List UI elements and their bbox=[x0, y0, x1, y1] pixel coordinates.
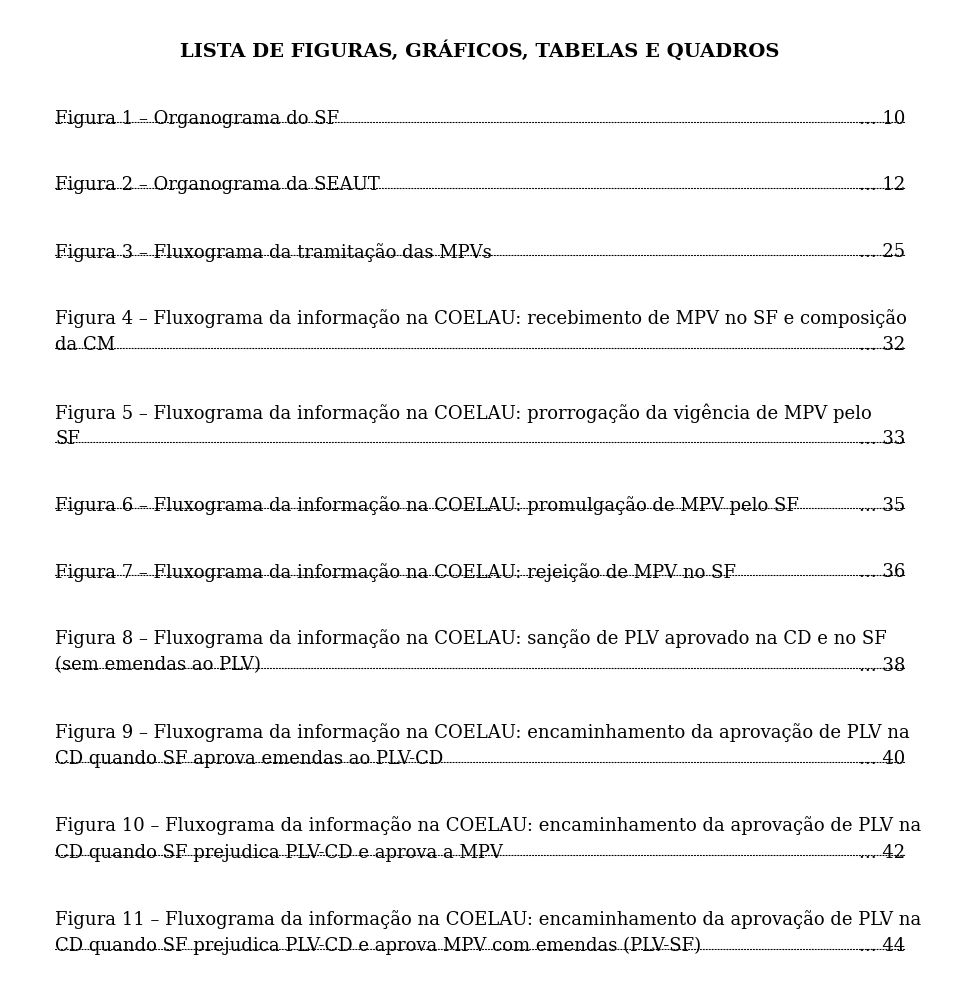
Text: Figura 11 – Fluxograma da informação na COELAU: encaminhamento da aprovação de P: Figura 11 – Fluxograma da informação na … bbox=[55, 910, 922, 929]
Text: ... 40: ... 40 bbox=[859, 750, 905, 768]
Text: ... 32: ... 32 bbox=[859, 337, 905, 355]
Text: Figura 8 – Fluxograma da informação na COELAU: sanção de PLV aprovado na CD e no: Figura 8 – Fluxograma da informação na C… bbox=[55, 629, 887, 648]
Text: ... 36: ... 36 bbox=[858, 563, 905, 581]
Text: CD quando SF prejudica PLV-CD e aprova a MPV: CD quando SF prejudica PLV-CD e aprova a… bbox=[55, 843, 503, 861]
Text: Figura 10 – Fluxograma da informação na COELAU: encaminhamento da aprovação de P: Figura 10 – Fluxograma da informação na … bbox=[55, 817, 922, 835]
Text: ... 10: ... 10 bbox=[858, 110, 905, 128]
Text: ... 12: ... 12 bbox=[859, 176, 905, 194]
Text: CD quando SF aprova emendas ao PLV-CD: CD quando SF aprova emendas ao PLV-CD bbox=[55, 750, 444, 768]
Text: Figura 1 – Organograma do SF: Figura 1 – Organograma do SF bbox=[55, 110, 339, 128]
Text: LISTA DE FIGURAS, GRÁFICOS, TABELAS E QUADROS: LISTA DE FIGURAS, GRÁFICOS, TABELAS E QU… bbox=[180, 40, 780, 60]
Text: ... 25: ... 25 bbox=[859, 243, 905, 261]
Text: Figura 4 – Fluxograma da informação na COELAU: recebimento de MPV no SF e compos: Figura 4 – Fluxograma da informação na C… bbox=[55, 309, 907, 328]
Text: CD quando SF prejudica PLV-CD e aprova MPV com emendas (PLV-SF): CD quando SF prejudica PLV-CD e aprova M… bbox=[55, 937, 701, 955]
Text: Figura 9 – Fluxograma da informação na COELAU: encaminhamento da aprovação de PL: Figura 9 – Fluxograma da informação na C… bbox=[55, 723, 910, 742]
Text: (sem emendas ao PLV): (sem emendas ao PLV) bbox=[55, 656, 261, 675]
Text: ... 38: ... 38 bbox=[858, 656, 905, 675]
Text: da CM: da CM bbox=[55, 337, 115, 355]
Text: Figura 5 – Fluxograma da informação na COELAU: prorrogação da vigência de MPV pe: Figura 5 – Fluxograma da informação na C… bbox=[55, 403, 872, 422]
Text: ... 35: ... 35 bbox=[859, 496, 905, 514]
Text: Figura 2 – Organograma da SEAUT: Figura 2 – Organograma da SEAUT bbox=[55, 176, 380, 194]
Text: ... 42: ... 42 bbox=[859, 843, 905, 861]
Text: ... 44: ... 44 bbox=[859, 937, 905, 955]
Text: Figura 7 – Fluxograma da informação na COELAU: rejeição de MPV no SF: Figura 7 – Fluxograma da informação na C… bbox=[55, 563, 736, 582]
Text: Figura 6 – Fluxograma da informação na COELAU: promulgação de MPV pelo SF: Figura 6 – Fluxograma da informação na C… bbox=[55, 496, 799, 515]
Text: SF: SF bbox=[55, 430, 80, 448]
Text: ... 33: ... 33 bbox=[858, 430, 905, 448]
Text: Figura 3 – Fluxograma da tramitação das MPVs: Figura 3 – Fluxograma da tramitação das … bbox=[55, 243, 492, 262]
